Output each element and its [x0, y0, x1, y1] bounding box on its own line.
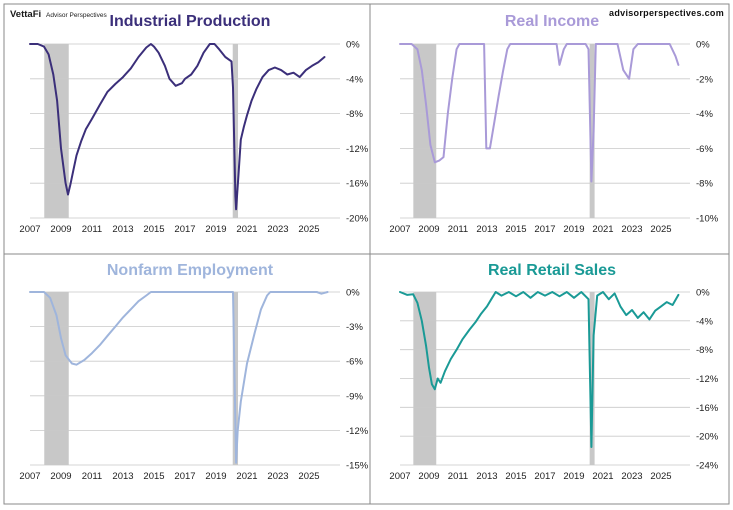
x-tick-label: 2023 — [267, 471, 288, 482]
x-tick-label: 2023 — [267, 224, 288, 235]
x-tick-label: 2009 — [418, 471, 439, 482]
x-tick-label: 2017 — [534, 224, 555, 235]
x-tick-label: 2007 — [389, 471, 410, 482]
y-tick-label: -8% — [696, 345, 713, 356]
y-tick-label: 0% — [696, 288, 710, 299]
x-tick-label: 2019 — [205, 471, 226, 482]
recession-band — [232, 44, 239, 218]
recession-band — [44, 292, 69, 465]
x-tick-label: 2011 — [82, 224, 102, 235]
x-tick-label: 2021 — [236, 224, 257, 235]
x-tick-label: 2025 — [298, 471, 319, 482]
x-tick-label: 2019 — [563, 471, 584, 482]
y-tick-label: -20% — [696, 432, 719, 443]
website-label: advisorperspectives.com — [609, 8, 724, 18]
recession-band — [413, 44, 437, 218]
y-tick-label: -8% — [696, 179, 713, 190]
logo-advisor-perspectives: Advisor Perspectives — [46, 12, 107, 19]
x-tick-label: 2021 — [592, 224, 613, 235]
x-tick-label: 2025 — [298, 224, 319, 235]
x-tick-label: 2015 — [505, 224, 526, 235]
y-tick-label: -16% — [346, 179, 369, 190]
y-tick-label: -4% — [696, 316, 713, 327]
x-tick-label: 2021 — [592, 471, 613, 482]
y-tick-label: -20% — [346, 214, 369, 225]
y-tick-label: -3% — [346, 322, 363, 333]
recession-band — [589, 44, 595, 218]
x-tick-label: 2017 — [174, 471, 195, 482]
series-line — [29, 43, 326, 211]
x-tick-label: 2013 — [112, 471, 133, 482]
y-tick-label: -4% — [696, 109, 713, 120]
series-line — [399, 291, 680, 448]
x-tick-label: 2013 — [476, 471, 497, 482]
x-tick-label: 2009 — [418, 224, 439, 235]
x-tick-label: 2009 — [50, 471, 71, 482]
chart-title: Industrial Production — [110, 13, 271, 30]
y-tick-label: -4% — [346, 74, 363, 85]
x-tick-label: 2007 — [19, 224, 40, 235]
chart-title: Real Income — [505, 13, 599, 30]
y-tick-label: -24% — [696, 461, 719, 472]
x-tick-label: 2015 — [505, 471, 526, 482]
y-tick-label: -15% — [346, 461, 369, 472]
y-tick-label: -12% — [696, 374, 719, 385]
y-tick-label: -16% — [696, 403, 719, 414]
y-tick-label: 0% — [346, 288, 360, 299]
x-tick-label: 2013 — [112, 224, 133, 235]
x-tick-label: 2019 — [205, 224, 226, 235]
x-tick-label: 2025 — [650, 471, 671, 482]
x-tick-label: 2017 — [174, 224, 195, 235]
x-tick-label: 2013 — [476, 224, 497, 235]
x-tick-label: 2007 — [19, 471, 40, 482]
y-tick-label: -9% — [346, 391, 363, 402]
x-tick-label: 2015 — [143, 224, 164, 235]
chart-panel-1: 0% -4% -8% -12% -16% -20% 2007 2009 2011 2013 2015… — [19, 13, 368, 235]
x-tick-label: 2017 — [534, 471, 555, 482]
x-tick-label: 2011 — [448, 224, 468, 235]
chart-title: Real Retail Sales — [488, 262, 616, 279]
y-tick-label: -12% — [346, 426, 369, 437]
x-tick-label: 2019 — [563, 224, 584, 235]
y-tick-label: 0% — [696, 40, 710, 51]
x-tick-label: 2023 — [621, 471, 642, 482]
chart-panel-2: 0% -2% -4% -6% -8% -10% 2007 2009 2011 2013 2015 20… — [389, 13, 718, 235]
x-tick-label: 2009 — [50, 224, 71, 235]
y-tick-label: -6% — [696, 144, 713, 155]
chart-panel-4: 0% -4% -8% -12% -16% -20% -24% 2007 2009 2011 2013… — [389, 262, 718, 482]
recession-band — [44, 44, 69, 218]
logo-vettafi: VettaFi — [10, 9, 41, 20]
x-tick-label: 2021 — [236, 471, 257, 482]
x-tick-label: 2011 — [448, 471, 468, 482]
y-tick-label: 0% — [346, 40, 360, 51]
y-tick-label: -6% — [346, 357, 363, 368]
x-tick-label: 2015 — [143, 471, 164, 482]
y-tick-label: -2% — [696, 74, 713, 85]
chart-panel-3: 0% -3% -6% -9% -12% -15% 2007 2009 2011 2013 2015 2… — [19, 262, 368, 482]
series-line — [29, 291, 329, 464]
y-tick-label: -8% — [346, 109, 363, 120]
x-tick-label: 2023 — [621, 224, 642, 235]
x-tick-label: 2025 — [650, 224, 671, 235]
x-tick-label: 2011 — [82, 471, 102, 482]
y-tick-label: -10% — [696, 214, 719, 225]
x-tick-label: 2007 — [389, 224, 410, 235]
series-line — [399, 43, 680, 183]
y-tick-label: -12% — [346, 144, 369, 155]
chart-title: Nonfarm Employment — [107, 262, 274, 279]
